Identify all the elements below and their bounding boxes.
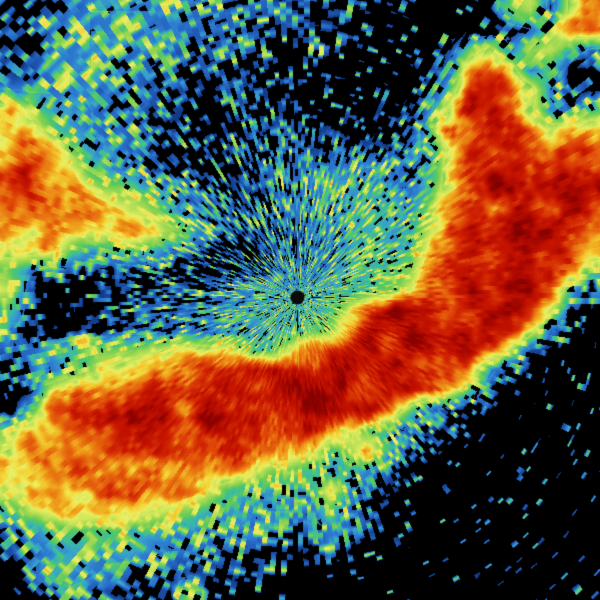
radar-reflectivity-canvas xyxy=(0,0,600,600)
radar-display xyxy=(0,0,600,600)
